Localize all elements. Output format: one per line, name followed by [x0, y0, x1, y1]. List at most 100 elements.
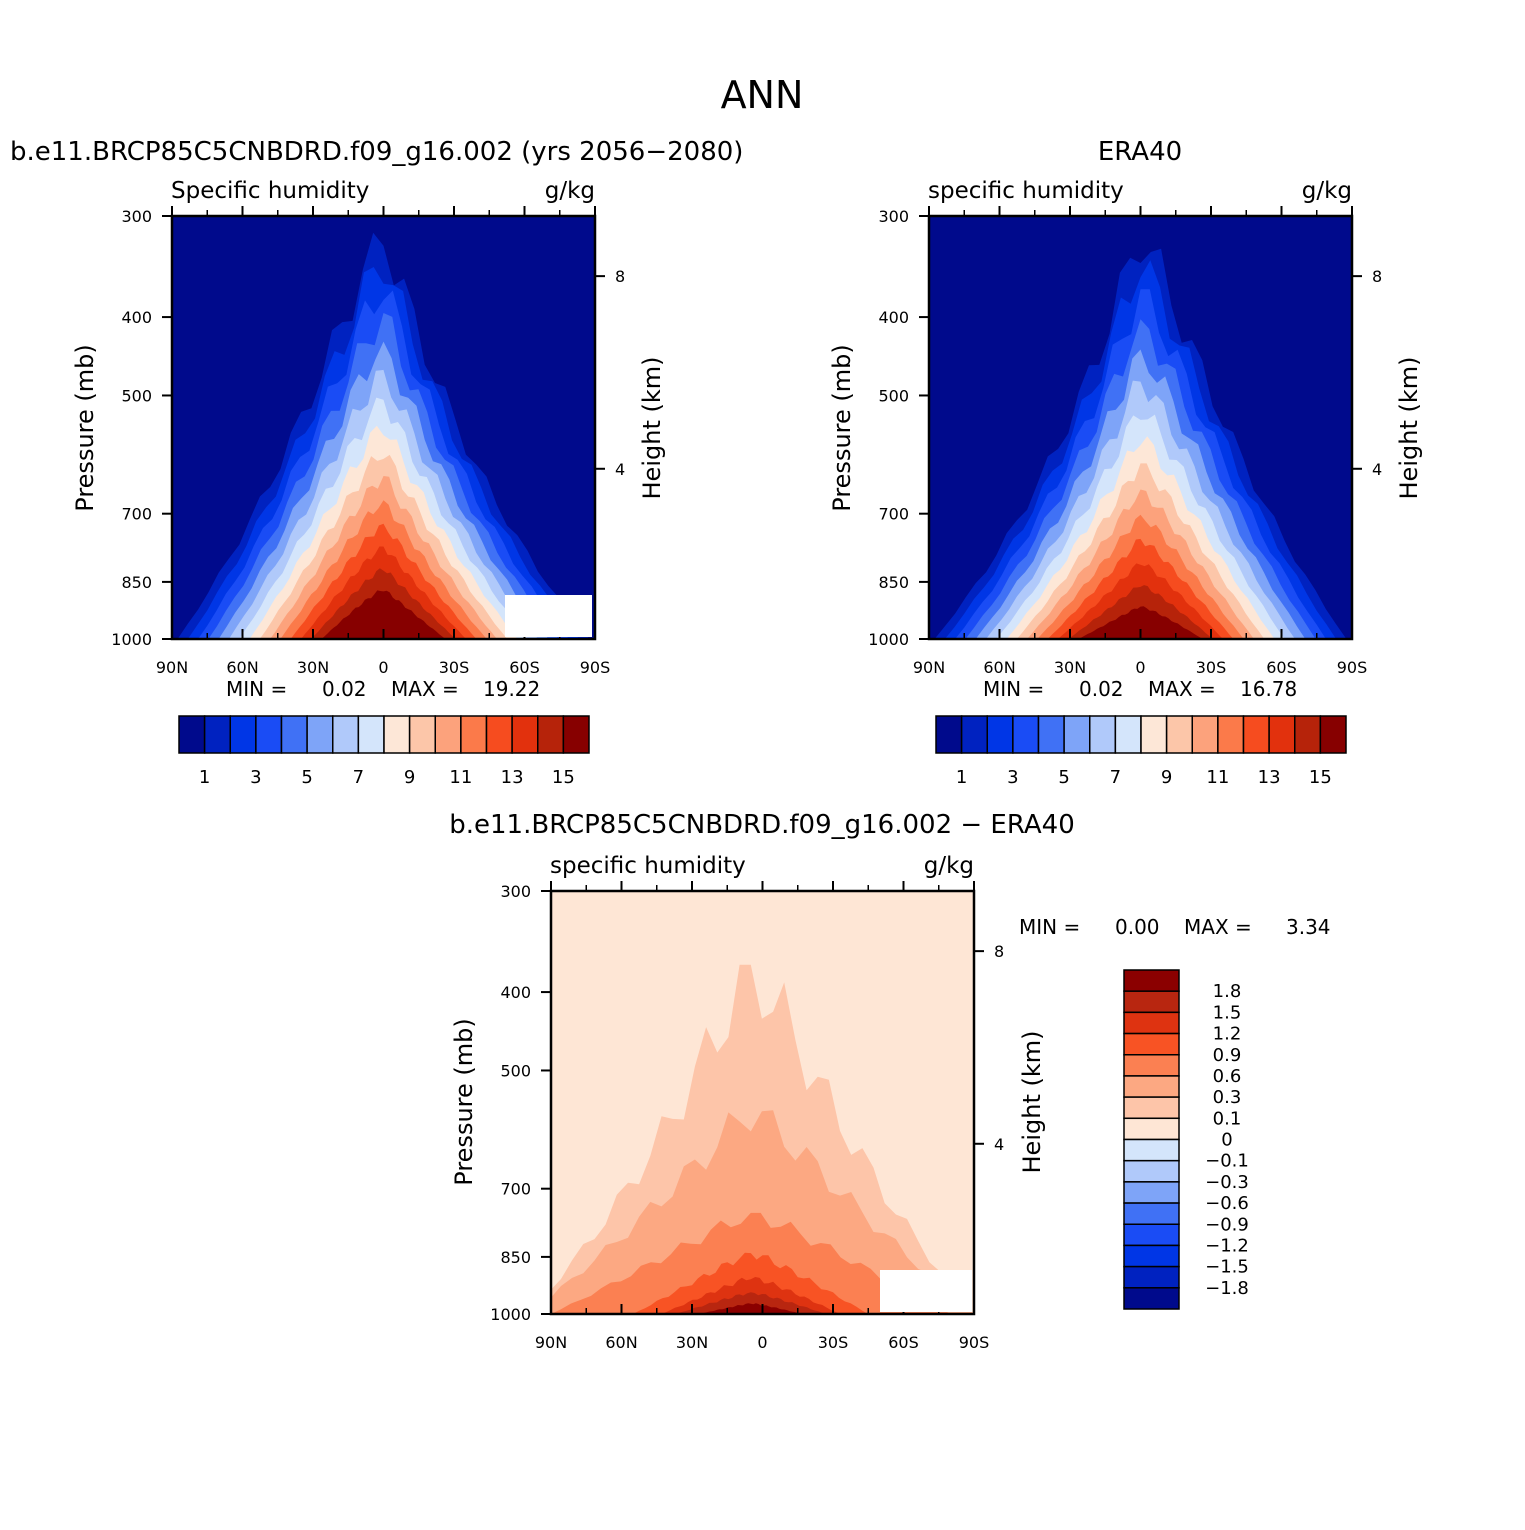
height-tick-label: 4	[1372, 460, 1382, 479]
panel-era40-colorbar: 1 3 5 7 9 11 13 15	[935, 715, 1347, 788]
colorbar-label: 0.6	[1213, 1066, 1242, 1087]
min-value: 0.00	[1115, 915, 1160, 939]
panel-difference-plot	[551, 891, 974, 1314]
colorbar-swatch	[1123, 1265, 1180, 1289]
contour-band	[321, 590, 446, 639]
x-tick-label: 60S	[509, 658, 540, 677]
y-tick-label: 850	[500, 1248, 531, 1267]
contour-band	[675, 1292, 826, 1314]
colorbar-swatch	[1123, 990, 1180, 1014]
x-tick-label: 0	[757, 1333, 767, 1352]
colorbar-swatch	[1063, 715, 1091, 754]
colorbar-swatch	[1123, 1011, 1180, 1035]
min-label: MIN =	[1019, 915, 1080, 939]
panel-era40-stats: MIN = 0.02 MAX = 16.78	[983, 677, 1297, 701]
colorbar-swatch	[1123, 969, 1180, 992]
colorbar-swatch	[1123, 1054, 1180, 1077]
height-tick-label: 8	[994, 942, 1004, 961]
panel-era40-axes: 90N 60N 30N 0 30S 60S 90S 300 400 500 700 850 1000 8 4	[868, 206, 1382, 677]
min-value: 0.02	[1079, 677, 1124, 701]
y-tick-label: 500	[500, 1061, 531, 1080]
colorbar-label: −1.2	[1205, 1235, 1249, 1256]
x-tick-label: 60N	[605, 1333, 637, 1352]
panel-era40-title: ERA40	[1098, 137, 1182, 167]
colorbar-label: −0.3	[1205, 1172, 1249, 1193]
colorbar-swatch	[1123, 1138, 1180, 1162]
colorbar-swatch	[935, 715, 963, 754]
y-tick-label: 400	[121, 308, 152, 327]
x-tick-label: 0	[378, 658, 388, 677]
colorbar-swatch	[1294, 715, 1322, 754]
panel-model-variable: Specific humidity	[171, 178, 369, 204]
y-tick-label: 500	[878, 386, 909, 405]
panel-model-units: g/kg	[545, 178, 595, 204]
colorbar-swatch	[1123, 1287, 1180, 1310]
colorbar-swatch	[960, 715, 988, 754]
panel-era40-ylabel-right: Height (km)	[1395, 357, 1423, 500]
min-label: MIN =	[226, 677, 287, 701]
colorbar-swatch	[280, 715, 308, 754]
colorbar-label: 13	[501, 767, 524, 788]
colorbar-swatch	[1123, 1117, 1180, 1141]
colorbar-label: −1.8	[1205, 1278, 1249, 1299]
colorbar-swatch	[178, 715, 206, 754]
figure-title: ANN	[721, 73, 804, 117]
colorbar-swatch	[1123, 1096, 1180, 1120]
colorbar-label: −1.5	[1205, 1257, 1249, 1278]
colorbar-label: 5	[301, 767, 312, 788]
x-tick-label: 30N	[1054, 658, 1086, 677]
panel-era40-variable: specific humidity	[928, 178, 1124, 204]
y-tick-label: 400	[500, 983, 531, 1002]
panel-era40: ERA40 specific humidity g/kg Pressure (m…	[828, 137, 1423, 788]
colorbar-swatch	[1191, 715, 1219, 754]
x-tick-label: 90S	[1337, 658, 1368, 677]
x-tick-label: 90N	[535, 1333, 567, 1352]
colorbar-swatch	[1123, 1159, 1180, 1183]
panel-difference-variable: specific humidity	[550, 853, 746, 879]
contour-band	[699, 1303, 803, 1314]
y-tick-label: 850	[878, 573, 909, 592]
x-tick-label: 60N	[226, 658, 258, 677]
colorbar-swatch	[460, 715, 488, 754]
colorbar-swatch	[1268, 715, 1296, 754]
panel-model-axes: 90N 60N 30N 0 30S 60S 90S 300 400 500 700 850 1000 8 4	[111, 206, 625, 677]
x-tick-label: 60S	[1266, 658, 1297, 677]
colorbar-label: 1.5	[1213, 1002, 1242, 1023]
colorbar-swatch	[434, 715, 462, 754]
colorbar-swatch	[332, 715, 360, 754]
panel-difference-stats: MIN = 0.00 MAX = 3.34	[1019, 915, 1331, 939]
colorbar-label: 1.2	[1213, 1024, 1242, 1045]
y-tick-label: 1000	[490, 1305, 531, 1324]
x-tick-label: 90S	[959, 1333, 990, 1352]
colorbar-swatch	[1123, 1223, 1180, 1247]
colorbar-swatch	[1123, 1244, 1180, 1268]
x-tick-label: 30N	[676, 1333, 708, 1352]
colorbar-label: 15	[552, 767, 575, 788]
min-label: MIN =	[983, 677, 1044, 701]
colorbar-swatch	[408, 715, 436, 754]
y-tick-label: 300	[500, 882, 531, 901]
colorbar-label: −0.1	[1205, 1151, 1249, 1172]
colorbar-label: 0.9	[1213, 1045, 1242, 1066]
colorbar-swatch	[1123, 1202, 1180, 1225]
y-tick-label: 500	[121, 386, 152, 405]
colorbar-swatch	[383, 715, 411, 754]
colorbar-swatch	[255, 715, 283, 754]
panel-difference-ylabel-right: Height (km)	[1018, 1031, 1046, 1174]
y-tick-label: 700	[500, 1180, 531, 1199]
y-tick-label: 300	[878, 207, 909, 226]
height-tick-label: 8	[1372, 267, 1382, 286]
min-value: 0.02	[322, 677, 367, 701]
colorbar-label: 9	[404, 767, 415, 788]
colorbar-label: 7	[353, 767, 364, 788]
panel-model-plot	[172, 216, 595, 640]
colorbar-swatch	[1123, 1032, 1180, 1056]
colorbar-label: 0.1	[1213, 1108, 1242, 1129]
contour-band	[1078, 606, 1203, 639]
height-tick-label: 4	[615, 460, 625, 479]
colorbar-label: 1	[199, 767, 210, 788]
colorbar-swatch	[562, 715, 590, 754]
height-tick-label: 8	[615, 267, 625, 286]
x-tick-label: 30S	[1196, 658, 1227, 677]
